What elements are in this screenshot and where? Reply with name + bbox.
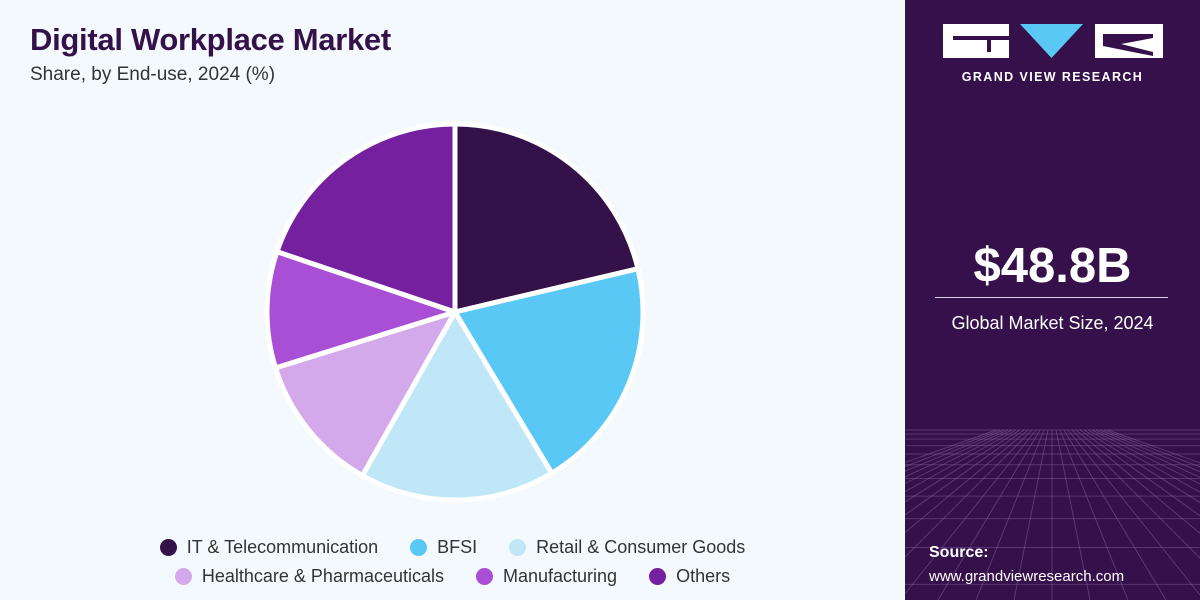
pie-slice-manufacturing bbox=[264, 249, 458, 371]
legend-item-others: Others bbox=[649, 566, 730, 587]
legend-swatch bbox=[476, 568, 493, 585]
pie-chart bbox=[264, 121, 646, 503]
legend-label: Healthcare & Pharmaceuticals bbox=[201, 566, 444, 586]
legend-item-manufacturing: Manufacturing bbox=[476, 566, 617, 587]
market-size-label: Global Market Size, 2024 bbox=[951, 313, 1154, 333]
legend-swatch bbox=[410, 539, 428, 556]
pie-slice-retail-consumer-goods bbox=[359, 309, 555, 503]
legend-row-1: IT & Telecommunication BFSI Retail & Consu… bbox=[0, 537, 905, 558]
legend-label: Retail & Consumer Goods bbox=[536, 537, 746, 557]
pie-slice-healthcare-pharmaceuticals bbox=[272, 309, 458, 479]
legend-item-it-telecommunication: IT & Telecommunication bbox=[159, 537, 379, 558]
pie-slice-bfsi bbox=[452, 266, 646, 476]
legend-swatch bbox=[509, 539, 527, 556]
legend-label: Others bbox=[676, 566, 731, 586]
legend-label: Manufacturing bbox=[503, 566, 618, 586]
chart-title: Digital Workplace Market bbox=[30, 22, 391, 57]
market-size-value: $48.8B bbox=[973, 239, 1132, 293]
info-sidebar: GRAND VIEW RESEARCH $48.8B Global Market… bbox=[905, 0, 1200, 600]
brand-name: GRAND VIEW RESEARCH bbox=[961, 70, 1144, 84]
pie-slice-others bbox=[274, 121, 458, 315]
legend-item-retail-consumer-goods: Retail & Consumer Goods bbox=[509, 537, 745, 558]
source-url[interactable]: www.grandviewresearch.com bbox=[929, 568, 1125, 585]
legend-row-2: Healthcare & Pharmaceuticals Manufacturin… bbox=[0, 566, 905, 587]
chart-subtitle: Share, by End-use, 2024 (%) bbox=[30, 64, 276, 85]
legend-item-bfsi: BFSI bbox=[410, 537, 477, 558]
chart-panel: Digital Workplace Market Share, by End-u… bbox=[0, 22, 905, 587]
pie-slice-it-telecommunication bbox=[452, 121, 641, 315]
legend-label: IT & Telecommunication bbox=[186, 537, 379, 557]
divider bbox=[935, 297, 1168, 298]
perspective-grid-decoration bbox=[905, 429, 1200, 600]
legend-swatch bbox=[174, 568, 192, 585]
legend-label: BFSI bbox=[437, 537, 478, 557]
source-label: Source: bbox=[929, 544, 989, 561]
legend-swatch bbox=[649, 568, 667, 585]
legend-swatch bbox=[159, 539, 177, 556]
legend-item-healthcare-pharmaceuticals: Healthcare & Pharmaceuticals bbox=[174, 566, 444, 587]
gvr-logo-icon bbox=[943, 24, 1163, 58]
